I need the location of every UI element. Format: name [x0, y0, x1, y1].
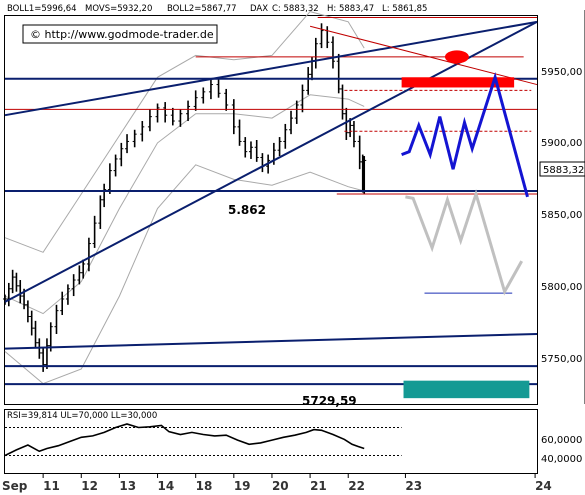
- trendline: [4, 20, 538, 117]
- header-high: H: 5883,47: [327, 4, 374, 14]
- resistance-marker: [444, 50, 469, 64]
- trendline: [309, 25, 538, 86]
- x-tick-label: 23: [405, 479, 422, 493]
- rsi-header: RSI=39,814 UL=70,000 LL=30,000: [7, 411, 157, 421]
- header-instrument: DAX: [250, 4, 268, 14]
- projection-blue-path: [401, 72, 529, 198]
- price-axis: 5950,00 5900,00 5850,00 5800,00 5750,00: [541, 67, 582, 365]
- bollinger-upper-line: [4, 11, 365, 253]
- watermark-box: [22, 24, 218, 44]
- projection-grey-path: [405, 188, 524, 296]
- last-price-tag: [539, 161, 585, 177]
- last-price-label: 5883,32: [543, 165, 584, 176]
- header-boll1: BOLL1=5996,64: [7, 4, 77, 14]
- bollinger-lower-line: [4, 164, 365, 385]
- y-tick-label: 5800,00: [541, 282, 582, 293]
- rsi-tick-label: 40,0000: [541, 454, 582, 465]
- x-tick-label: 14: [158, 479, 175, 493]
- header-movs: MOVS=5932,20: [85, 4, 152, 14]
- x-tick-label: 13: [119, 479, 136, 493]
- x-tick-label: 24: [535, 479, 552, 493]
- header-low: L: 5861,85: [382, 4, 427, 14]
- y-tick-label: 5850,00: [541, 210, 582, 221]
- target-zone: [403, 380, 530, 399]
- x-tick-label: 12: [81, 479, 98, 493]
- x-tick-label: 20: [272, 479, 289, 493]
- x-tick-label: 18: [196, 479, 213, 493]
- x-tick-label: 19: [234, 479, 251, 493]
- date-axis: Sep 11 12 13 14 18 19 20 21 22 23 24: [2, 474, 552, 493]
- target-zones: [401, 50, 530, 399]
- x-tick-label: 21: [310, 479, 327, 493]
- rsi-plot-frame: [4, 409, 538, 474]
- projection-paths: [401, 72, 529, 296]
- x-tick-label: Sep: [2, 479, 28, 493]
- rsi-line: [4, 423, 365, 457]
- rsi-series: [4, 423, 402, 457]
- trendline: [4, 332, 538, 350]
- trendline: [4, 20, 538, 303]
- header-boll2: BOLL2=5867,77: [167, 4, 237, 14]
- target-zone: [401, 77, 515, 88]
- y-tick-label: 5750,00: [541, 354, 582, 365]
- y-tick-label: 5900,00: [541, 138, 582, 149]
- level-label-572959: 5729,59: [302, 394, 357, 408]
- level-label-5862: 5.862: [228, 203, 266, 217]
- trendlines: [4, 20, 538, 350]
- header-close: C: 5883,32: [272, 4, 319, 14]
- y-tick-label: 5950,00: [541, 67, 582, 78]
- x-tick-label: 22: [348, 479, 365, 493]
- watermark-text: © http://www.godmode-trader.de: [30, 28, 214, 41]
- rsi-tick-label: 60,0000: [541, 435, 582, 446]
- x-tick-label: 11: [43, 479, 60, 493]
